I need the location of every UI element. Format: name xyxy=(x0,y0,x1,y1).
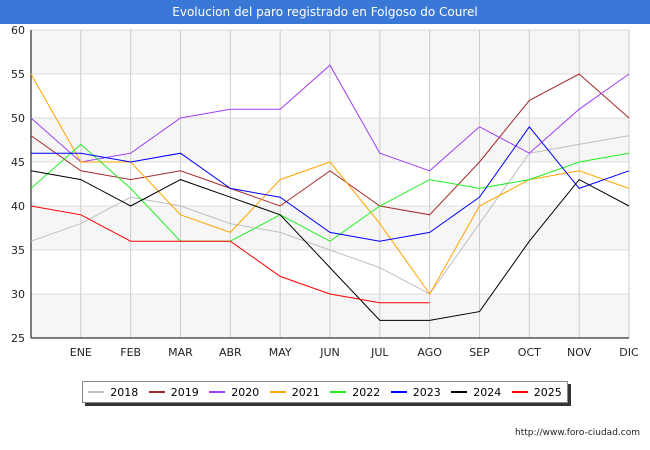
legend: 2018 2019 2020 2021 2022 2023 2024 2025 xyxy=(82,381,568,403)
series-line-2019 xyxy=(30,73,630,216)
legend-label: 2024 xyxy=(473,385,502,399)
series-line-2023 xyxy=(31,125,630,242)
legend-swatch xyxy=(148,391,165,393)
x-tick-label: DIC xyxy=(619,346,639,359)
y-tick-label: 55 xyxy=(11,68,25,81)
legend-label: 2018 xyxy=(110,385,139,399)
y-tick-label: 25 xyxy=(11,332,25,345)
legend-swatch xyxy=(511,391,528,393)
series-line-2020 xyxy=(30,64,630,172)
series-line-2025 xyxy=(30,205,430,304)
legend-swatch xyxy=(269,391,286,393)
x-tick-label: NOV xyxy=(567,346,592,359)
legend-item-2021[interactable]: 2021 xyxy=(269,385,320,399)
legend-swatch xyxy=(88,391,105,393)
y-tick-label: 40 xyxy=(11,200,25,213)
legend-item-2019[interactable]: 2019 xyxy=(148,385,199,399)
legend-item-2018[interactable]: 2018 xyxy=(88,386,138,399)
x-tick-label: OCT xyxy=(518,346,541,359)
legend-swatch xyxy=(390,391,407,393)
legend-label: 2023 xyxy=(412,385,441,399)
series-line-2022 xyxy=(30,143,630,242)
x-tick-label: MAR xyxy=(168,346,193,359)
x-tick-label: JUL xyxy=(370,346,389,359)
legend-swatch xyxy=(451,391,468,393)
x-tick-label: ENE xyxy=(70,346,92,359)
series-line-2024 xyxy=(30,170,630,321)
legend-item-2020[interactable]: 2020 xyxy=(209,386,259,399)
legend-swatch xyxy=(330,391,347,393)
legend-item-2022[interactable]: 2022 xyxy=(330,386,380,399)
x-tick-label: MAY xyxy=(269,346,292,359)
legend-item-2025[interactable]: 2025 xyxy=(511,385,562,399)
x-tick-label: SEP xyxy=(469,346,490,359)
legend-label: 2019 xyxy=(170,385,199,399)
legend-item-2023[interactable]: 2023 xyxy=(390,385,441,399)
line-chart: 25 30 35 40 45 50 55 60 ENE FEB MAR ABR MAY JUN JUL AGO… xyxy=(11,24,639,359)
legend-label: 2025 xyxy=(533,385,562,399)
y-tick-label: 35 xyxy=(11,244,25,257)
legend-label: 2021 xyxy=(291,385,320,399)
y-tick-label: 50 xyxy=(11,112,25,125)
legend-label: 2020 xyxy=(231,385,260,399)
footer-url[interactable]: http://www.foro-ciudad.com xyxy=(515,428,640,438)
legend-item-2024[interactable]: 2024 xyxy=(451,386,501,399)
y-tick-label: 30 xyxy=(11,288,25,301)
x-tick-label: FEB xyxy=(120,346,141,359)
y-tick-label: 60 xyxy=(11,24,25,37)
x-tick-label: JUN xyxy=(319,346,340,359)
legend-swatch xyxy=(209,391,226,393)
x-tick-label: AGO xyxy=(417,346,442,359)
chart-title: Evolucion del paro registrado en Folgoso… xyxy=(0,0,650,24)
x-tick-label: ABR xyxy=(219,346,242,359)
y-tick-label: 45 xyxy=(11,156,25,169)
legend-label: 2022 xyxy=(352,385,381,399)
